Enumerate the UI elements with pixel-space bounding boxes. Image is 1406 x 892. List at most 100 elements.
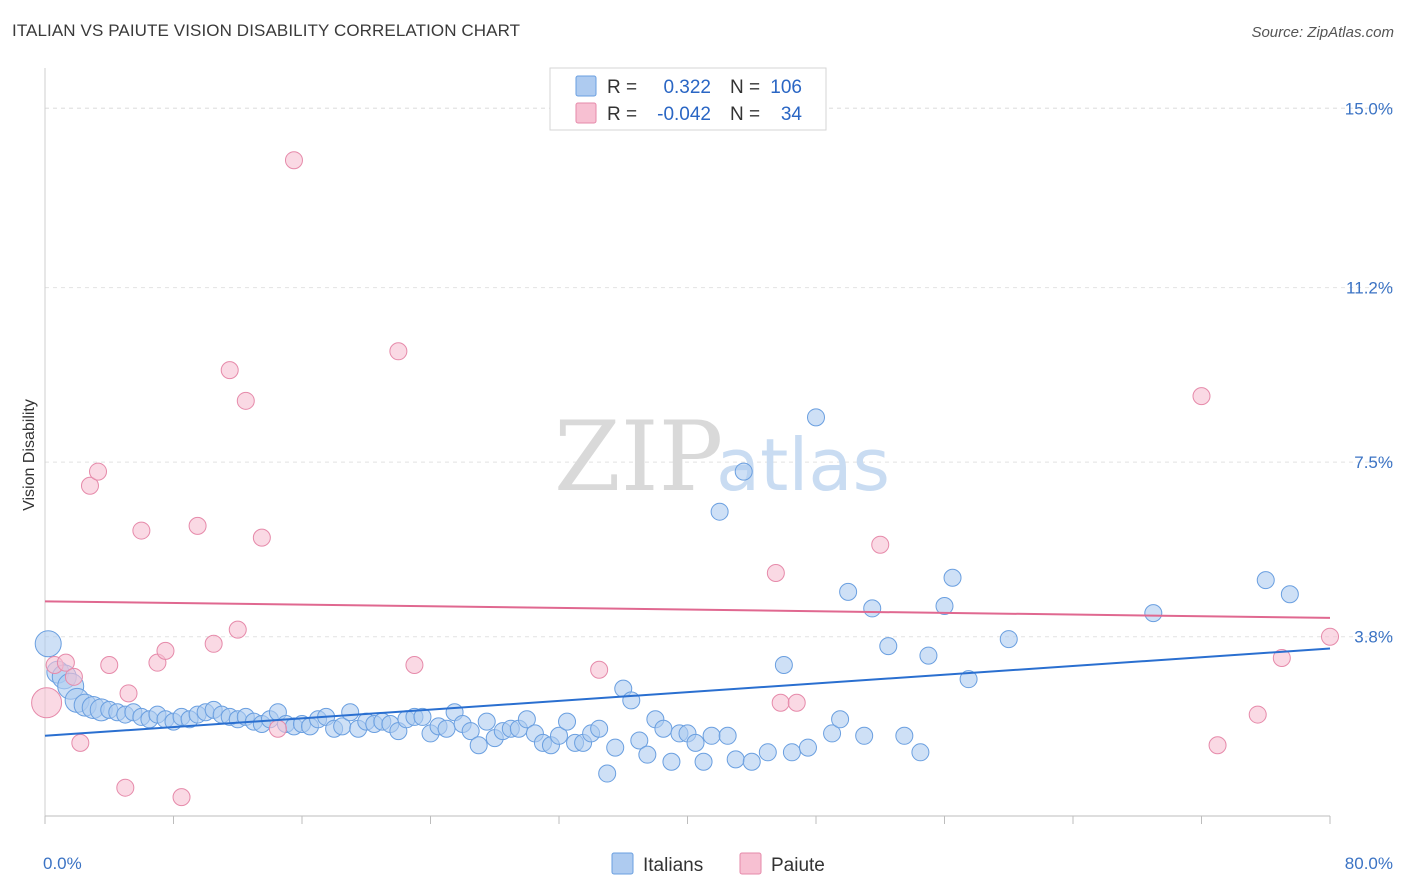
data-point: [766, 564, 785, 583]
data-point: [284, 151, 303, 170]
data-point: [172, 788, 191, 807]
y-tick-label: 7.5%: [1354, 453, 1393, 472]
data-point: [959, 670, 978, 689]
data-point: [469, 736, 488, 755]
data-point: [132, 521, 151, 540]
data-point: [31, 687, 63, 719]
data-point: [1208, 736, 1227, 755]
y-tick-label: 3.8%: [1354, 628, 1393, 647]
data-point: [461, 722, 480, 741]
data-point: [694, 752, 713, 771]
data-point: [726, 750, 745, 769]
bottom-legend-swatch-paiute: [739, 852, 762, 875]
data-point: [935, 597, 954, 616]
watermark-zip: ZIP: [554, 401, 723, 513]
data-point: [228, 620, 247, 639]
legend-swatch-italians: [575, 75, 597, 97]
data-point: [774, 656, 793, 675]
data-point: [606, 738, 625, 757]
data-point: [34, 630, 62, 658]
data-point: [686, 733, 705, 752]
data-point: [839, 582, 858, 601]
data-point: [598, 764, 617, 783]
data-point: [1321, 627, 1339, 646]
data-point: [89, 462, 108, 481]
data-point: [702, 726, 721, 745]
y-tick-label: 11.2%: [1346, 279, 1393, 298]
data-point: [550, 726, 568, 745]
data-point: [517, 710, 536, 729]
legend-n-value: 106: [770, 77, 802, 98]
data-point: [871, 535, 890, 554]
trend-line-italians: [44, 647, 1331, 737]
data-point: [56, 653, 75, 672]
y-tick-labels: 3.8% 7.5% 11.2% 15.0%: [1345, 99, 1393, 646]
data-point: [863, 599, 882, 618]
data-point: [771, 693, 790, 712]
source-label: Source: ZipAtlas.com: [1251, 24, 1394, 41]
data-point: [630, 731, 649, 750]
data-point: [477, 712, 496, 731]
data-point: [622, 691, 641, 710]
data-point: [758, 743, 777, 762]
data-point: [119, 684, 138, 703]
legend-r-value: -0.042: [657, 104, 711, 125]
data-point: [911, 743, 930, 762]
x-tick-labels: 0.0% 80.0%: [43, 854, 1393, 873]
data-point: [734, 462, 753, 481]
data-point: [116, 778, 135, 797]
data-point: [787, 693, 806, 712]
y-tick-label: 15.0%: [1345, 99, 1393, 118]
x-tick-label: 80.0%: [1345, 854, 1393, 873]
data-point: [831, 710, 850, 729]
trend-lines: [44, 600, 1331, 737]
data-point: [204, 634, 223, 653]
data-point: [999, 630, 1018, 649]
data-point: [220, 361, 239, 380]
legend-swatch-paiute: [575, 102, 597, 124]
legend-r-label: R =: [607, 77, 637, 98]
data-point: [855, 726, 874, 745]
data-point: [236, 391, 255, 410]
trend-line-paiute: [44, 600, 1331, 619]
data-point: [252, 528, 271, 547]
chart-title: ITALIAN VS PAIUTE VISION DISABILITY CORR…: [12, 21, 521, 40]
data-point: [919, 646, 938, 665]
data-point: [807, 408, 825, 427]
legend-n-label: N =: [730, 77, 760, 98]
data-point: [662, 752, 681, 771]
data-point: [1256, 571, 1275, 590]
data-point: [782, 743, 801, 762]
x-tick-label: 0.0%: [43, 854, 82, 873]
data-point: [590, 719, 609, 738]
data-point: [341, 703, 360, 722]
data-point: [71, 733, 90, 752]
legend-n-value: 34: [781, 104, 803, 125]
data-point: [100, 656, 119, 675]
legend-r-label: R =: [607, 104, 637, 125]
watermark: ZIP atlas: [554, 401, 890, 513]
data-point: [268, 719, 287, 738]
data-point: [558, 712, 577, 731]
bottom-legend-paiute: Paiute: [771, 855, 825, 876]
data-point: [742, 752, 761, 771]
gridlines: [45, 107, 1393, 638]
data-point: [638, 745, 657, 764]
data-point: [1248, 705, 1267, 724]
data-point: [80, 476, 99, 495]
data-point: [798, 738, 817, 757]
data-point: [823, 724, 842, 743]
data-point: [895, 726, 914, 745]
data-point: [389, 342, 408, 361]
legend-r-value: 0.322: [663, 77, 711, 98]
data-point: [1280, 585, 1299, 604]
data-point: [879, 637, 898, 656]
data-point: [710, 502, 729, 521]
bottom-legend-italians: Italians: [643, 855, 703, 876]
data-point: [943, 568, 962, 587]
data-point: [654, 719, 673, 738]
data-point: [1144, 604, 1163, 623]
data-point: [413, 707, 432, 726]
data-point: [156, 641, 175, 660]
